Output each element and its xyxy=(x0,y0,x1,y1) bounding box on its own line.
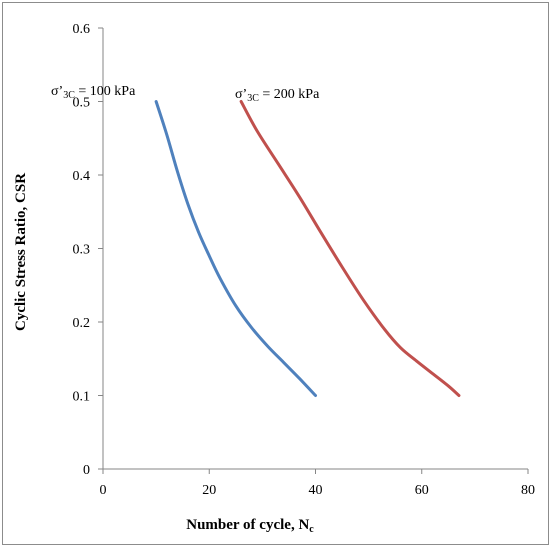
axes: 0 20 40 60 80 0 0.1 0.2 0.3 0.4 0.5 0.6 xyxy=(73,22,536,498)
chart-canvas: 0 20 40 60 80 0 0.1 0.2 0.3 0.4 0.5 0.6 σ’3C = 100 … xyxy=(13,22,536,535)
series-line-1 xyxy=(154,100,317,397)
y-tick-label: 0.1 xyxy=(73,390,91,405)
y-axis-title: Cyclic Stress Ratio, CSR xyxy=(13,173,29,331)
y-tick-label: 0.3 xyxy=(73,243,91,258)
series-line-2 xyxy=(239,100,461,397)
y-tick-label: 0 xyxy=(83,463,90,478)
x-tick-label: 60 xyxy=(415,483,429,498)
x-tick-label: 0 xyxy=(100,483,107,498)
y-tick-label: 0.4 xyxy=(73,169,91,184)
series-label-1: σ’3C = 100 kPa xyxy=(51,84,136,101)
y-tick-label: 0.6 xyxy=(73,22,91,37)
x-tick-label: 40 xyxy=(309,483,323,498)
x-tick-label: 20 xyxy=(202,483,216,498)
series-group xyxy=(154,100,461,397)
x-tick-label: 80 xyxy=(521,483,535,498)
y-tick-label: 0.5 xyxy=(73,96,91,111)
y-tick-label: 0.2 xyxy=(73,316,91,331)
series-label-2: σ’3C = 200 kPa xyxy=(235,87,320,104)
chart-frame: 0 20 40 60 80 0 0.1 0.2 0.3 0.4 0.5 0.6 σ’3C = 100 … xyxy=(2,2,549,545)
series-labels: σ’3C = 100 kPa σ’3C = 200 kPa xyxy=(51,84,320,104)
x-axis-title: Number of cycle, Nc xyxy=(186,517,314,535)
